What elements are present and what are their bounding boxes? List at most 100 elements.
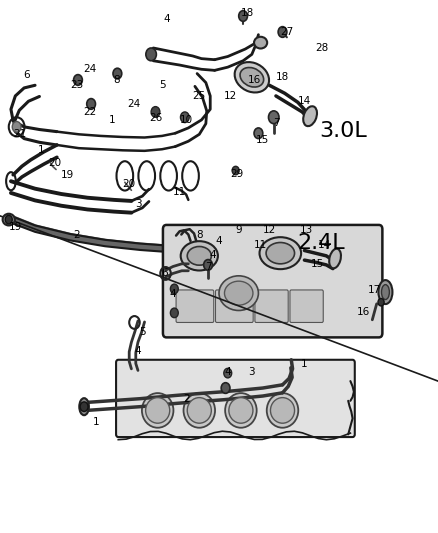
- Text: 2: 2: [73, 230, 80, 239]
- Text: 22: 22: [83, 107, 96, 117]
- Text: 1: 1: [301, 359, 308, 368]
- Ellipse shape: [229, 398, 253, 423]
- Text: 3.0L: 3.0L: [320, 120, 367, 141]
- Text: 26: 26: [149, 114, 162, 123]
- Ellipse shape: [266, 243, 294, 264]
- Text: 17: 17: [368, 286, 381, 295]
- Text: 14: 14: [298, 96, 311, 106]
- Text: 5: 5: [139, 327, 146, 336]
- Text: 7: 7: [205, 262, 212, 271]
- Ellipse shape: [270, 398, 294, 423]
- Ellipse shape: [184, 393, 215, 427]
- FancyBboxPatch shape: [176, 290, 214, 322]
- Text: 19: 19: [61, 170, 74, 180]
- Text: 4: 4: [170, 289, 177, 299]
- Text: 24: 24: [83, 64, 96, 74]
- Text: 11: 11: [173, 187, 186, 197]
- Ellipse shape: [142, 393, 173, 427]
- Ellipse shape: [378, 280, 392, 304]
- Text: 25: 25: [193, 91, 206, 101]
- Circle shape: [224, 368, 232, 378]
- Text: 11: 11: [254, 240, 267, 250]
- Circle shape: [378, 298, 384, 306]
- Text: 5: 5: [159, 80, 166, 90]
- Text: 8: 8: [113, 75, 120, 85]
- Circle shape: [221, 383, 230, 393]
- Circle shape: [278, 27, 287, 37]
- Text: 1: 1: [108, 115, 115, 125]
- Circle shape: [239, 11, 247, 21]
- FancyBboxPatch shape: [116, 360, 355, 437]
- Circle shape: [170, 308, 178, 318]
- Circle shape: [180, 112, 189, 123]
- Text: 12: 12: [263, 225, 276, 235]
- Text: 18: 18: [241, 9, 254, 18]
- Text: 4: 4: [163, 14, 170, 23]
- Text: 8: 8: [196, 230, 203, 239]
- FancyBboxPatch shape: [215, 290, 253, 322]
- Text: 4: 4: [209, 250, 216, 260]
- Ellipse shape: [259, 237, 301, 269]
- Text: 29: 29: [230, 169, 243, 179]
- Circle shape: [254, 128, 263, 139]
- Ellipse shape: [219, 276, 258, 310]
- Circle shape: [113, 68, 122, 79]
- Text: 7: 7: [272, 118, 279, 127]
- Text: 4: 4: [224, 367, 231, 377]
- Text: 15: 15: [256, 135, 269, 144]
- Text: 2: 2: [183, 394, 190, 403]
- Circle shape: [87, 99, 95, 109]
- Ellipse shape: [180, 241, 218, 271]
- Text: 3: 3: [248, 367, 255, 377]
- Circle shape: [5, 215, 12, 224]
- Circle shape: [146, 48, 156, 61]
- Ellipse shape: [187, 398, 211, 423]
- Text: 9: 9: [235, 225, 242, 235]
- Text: 1: 1: [93, 417, 100, 427]
- Text: 19: 19: [9, 222, 22, 231]
- Text: 10: 10: [180, 115, 193, 125]
- Ellipse shape: [235, 62, 269, 93]
- Text: 13: 13: [300, 225, 313, 235]
- Ellipse shape: [240, 68, 264, 87]
- FancyBboxPatch shape: [163, 225, 382, 337]
- Ellipse shape: [303, 106, 317, 126]
- Text: 16: 16: [247, 75, 261, 85]
- Circle shape: [170, 284, 178, 294]
- Ellipse shape: [79, 398, 89, 415]
- Text: 6: 6: [161, 268, 168, 278]
- Text: 20: 20: [48, 158, 61, 167]
- FancyBboxPatch shape: [290, 290, 323, 322]
- Text: 14: 14: [318, 240, 331, 250]
- Ellipse shape: [329, 249, 341, 268]
- Text: 4: 4: [134, 346, 141, 356]
- Circle shape: [74, 75, 82, 85]
- Text: 2.4L: 2.4L: [298, 232, 346, 253]
- Text: 3: 3: [134, 199, 141, 209]
- Text: 12: 12: [223, 91, 237, 101]
- Text: 23: 23: [70, 80, 83, 90]
- Circle shape: [12, 122, 21, 132]
- Ellipse shape: [187, 246, 211, 265]
- Ellipse shape: [225, 393, 257, 427]
- Text: 18: 18: [276, 72, 289, 82]
- Text: 6: 6: [23, 70, 30, 79]
- Ellipse shape: [254, 37, 267, 49]
- Text: 15: 15: [311, 259, 324, 269]
- Text: 28: 28: [315, 43, 328, 53]
- Text: 21: 21: [13, 130, 26, 139]
- Circle shape: [232, 166, 239, 175]
- Circle shape: [151, 107, 160, 117]
- Text: 20: 20: [123, 179, 136, 189]
- Text: 27: 27: [280, 27, 293, 37]
- Circle shape: [204, 260, 212, 270]
- Circle shape: [268, 111, 279, 124]
- Text: 16: 16: [357, 307, 370, 317]
- Ellipse shape: [381, 285, 389, 300]
- Ellipse shape: [145, 398, 170, 423]
- Ellipse shape: [267, 393, 298, 427]
- Text: 24: 24: [127, 99, 140, 109]
- Text: 1: 1: [38, 146, 45, 155]
- Circle shape: [80, 402, 88, 411]
- Ellipse shape: [3, 214, 15, 225]
